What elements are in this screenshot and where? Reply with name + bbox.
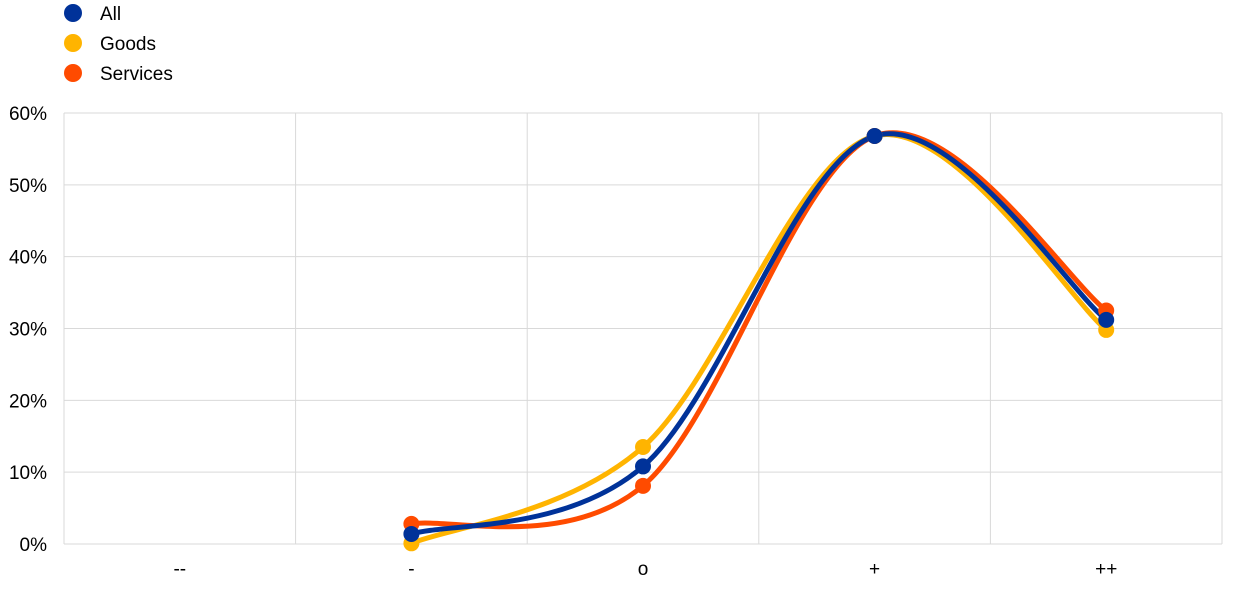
y-tick-label: 60% [9, 104, 47, 125]
legend-label-services: Services [100, 64, 173, 85]
series-line-goods [408, 132, 1109, 546]
legend-marker-services [64, 64, 82, 82]
x-tick-label: ++ [1095, 559, 1117, 580]
series-points [403, 127, 1115, 552]
series-line-all [408, 131, 1109, 537]
data-point-all [866, 127, 883, 144]
series-line-services [408, 130, 1109, 530]
series-lines [408, 130, 1109, 546]
data-point-all [635, 458, 651, 475]
y-tick-label: 50% [9, 176, 47, 197]
y-tick-label: 20% [9, 391, 47, 412]
x-tick-label: - [408, 559, 414, 580]
legend-marker-all [64, 4, 82, 22]
legend: All Goods Services [64, 4, 173, 85]
data-point-all [403, 525, 420, 542]
data-point-goods [635, 439, 651, 456]
y-tick-label: 0% [20, 535, 48, 556]
y-tick-label: 10% [9, 463, 47, 484]
x-tick-label: -- [173, 559, 186, 580]
legend-label-all: All [100, 4, 121, 25]
y-tick-label: 40% [9, 248, 47, 269]
x-tick-label: + [869, 559, 880, 580]
legend-marker-goods [64, 34, 82, 52]
y-tick-label: 30% [9, 320, 47, 341]
x-axis: -- - o + ++ [173, 559, 1117, 580]
y-axis: 0% 10% 20% 30% 40% 50% 60% [9, 104, 47, 556]
legend-label-goods: Goods [100, 34, 156, 55]
data-point-services [635, 477, 651, 494]
data-point-all [1098, 311, 1115, 328]
x-tick-label: o [638, 559, 649, 580]
